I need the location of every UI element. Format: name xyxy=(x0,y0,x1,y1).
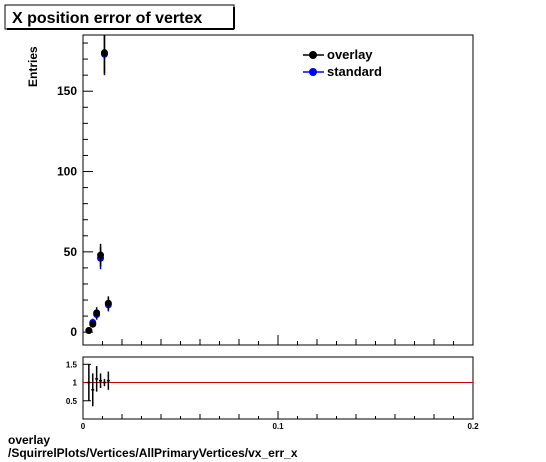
overlay-point xyxy=(97,251,105,259)
legend-standard-label: standard xyxy=(327,64,382,79)
main-y-tick-label: 0 xyxy=(70,325,77,339)
main-x-axis xyxy=(82,335,474,345)
ratio-x-tick-label: 0.2 xyxy=(467,422,479,431)
title-box: X position error of vertex xyxy=(4,4,235,30)
main-plot-frame xyxy=(82,34,474,346)
footer-line-2: /SquirrelPlots/Vertices/AllPrimaryVertic… xyxy=(8,446,298,460)
ratio-y-tick-label: 0.5 xyxy=(66,397,78,406)
chart-title: X position error of vertex xyxy=(12,10,202,27)
ratio-x-tick-label: 0.1 xyxy=(272,422,284,431)
ratio-x-axis: 0 0.1 0.2 xyxy=(81,411,479,431)
legend-standard-marker xyxy=(309,68,317,76)
main-y-tick-label: 150 xyxy=(57,84,77,98)
overlay-point xyxy=(93,309,101,317)
ratio-plot-frame xyxy=(82,356,474,420)
ratio-data-marks xyxy=(83,364,473,407)
legend: overlay standard xyxy=(303,47,382,79)
overlay-point xyxy=(100,49,108,57)
legend-overlay-label: overlay xyxy=(327,47,373,62)
ratio-y-tick-label: 1 xyxy=(73,379,78,388)
overlay-point xyxy=(104,299,112,307)
legend-overlay-marker xyxy=(309,51,317,59)
main-y-tick-label: 50 xyxy=(64,245,78,259)
ratio-y-tick-label: 1.5 xyxy=(66,360,78,369)
overlay-point xyxy=(85,327,93,335)
main-y-axis: 0 50 100 150 xyxy=(57,42,93,339)
main-data-marks xyxy=(85,35,112,335)
ratio-x-tick-label: 0 xyxy=(81,422,86,431)
overlay-point xyxy=(89,320,97,328)
main-y-tick-label: 100 xyxy=(57,165,77,179)
y-axis-label: Entries xyxy=(26,46,40,87)
footer-line-1: overlay xyxy=(8,433,50,447)
